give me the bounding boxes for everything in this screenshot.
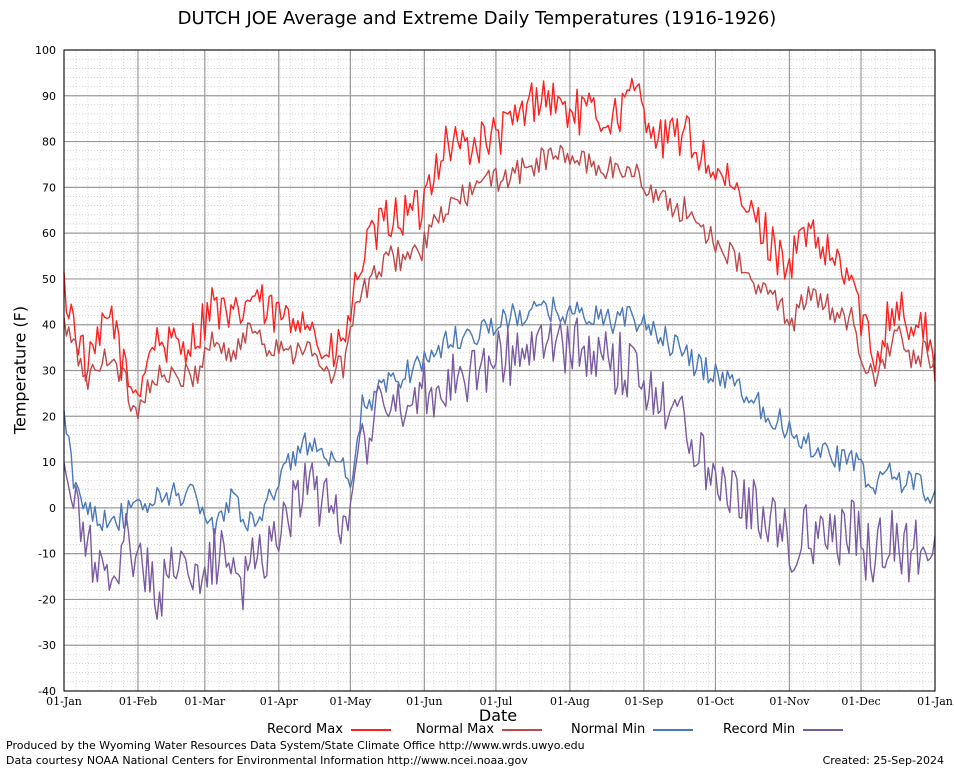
x-tick-label: 01-Aug <box>550 695 590 708</box>
series-line-normal-min <box>63 296 936 540</box>
legend-label: Normal Max <box>416 722 495 737</box>
y-tick-label: 100 <box>35 44 56 57</box>
x-tick-label: 01-Jan <box>46 695 82 708</box>
y-tick-label: 60 <box>42 227 56 240</box>
y-tick-label: 50 <box>42 273 56 286</box>
x-tick-label: 01-Jul <box>480 695 513 708</box>
legend-label: Normal Min <box>571 722 646 737</box>
footer-created: Created: 25-Sep-2024 <box>822 754 944 767</box>
legend-swatch <box>803 728 844 731</box>
x-tick-label: 01-May <box>329 695 372 708</box>
x-tick-label: 01-Apr <box>260 695 299 708</box>
legend-swatch <box>502 728 543 731</box>
y-tick-label: 40 <box>42 319 56 332</box>
x-tick-label: 01-Jan <box>917 695 953 708</box>
y-tick-label: 10 <box>42 456 56 469</box>
legend-record-max: Record Max <box>267 722 391 737</box>
series-layer <box>63 77 936 620</box>
series-line-normal-max <box>63 144 936 420</box>
minor-grid <box>63 50 936 691</box>
x-tick-label: 01-Feb <box>119 695 157 708</box>
x-tick-label: 01-Mar <box>184 695 226 708</box>
x-tick-label: 01-Dec <box>841 695 880 708</box>
footer-produced-by: Produced by the Wyoming Water Resources … <box>6 739 585 752</box>
x-tick-label: 01-Nov <box>769 695 810 708</box>
y-axis-label: Temperature (F) <box>10 305 30 435</box>
legend-record-min: Record Min <box>723 722 844 737</box>
y-tick-label: 20 <box>42 410 56 423</box>
legend-label: Record Max <box>267 722 343 737</box>
series-line-record-max <box>63 77 936 398</box>
y-tick-label: 0 <box>49 502 56 515</box>
x-axis-label: Date <box>478 706 518 725</box>
legend-normal-max: Normal Max <box>416 722 543 737</box>
x-axis-ticks: 01-Jan 01-Feb 01-Mar 01-Apr 01-May 01-Jun 01-J… <box>46 695 953 708</box>
y-tick-label: 70 <box>42 181 56 194</box>
y-tick-label: 90 <box>42 90 56 103</box>
x-tick-label: 01-Sep <box>624 695 663 708</box>
legend-swatch <box>653 728 694 731</box>
x-tick-label: 01-Jun <box>406 695 442 708</box>
legend-swatch <box>350 728 391 731</box>
legend-normal-min: Normal Min <box>571 722 694 737</box>
chart-title: DUTCH JOE Average and Extreme Daily Temp… <box>177 8 777 29</box>
legend-label: Record Min <box>723 722 796 737</box>
footer-data-courtesy: Data courtesy NOAA National Centers for … <box>6 754 528 767</box>
y-tick-label: 30 <box>42 365 56 378</box>
y-tick-label: -40 <box>38 685 56 698</box>
y-tick-label: -30 <box>38 639 56 652</box>
y-tick-label: -20 <box>38 593 56 606</box>
y-tick-label: -10 <box>38 548 56 561</box>
series-line-record-min <box>63 317 936 620</box>
y-tick-label: 80 <box>42 136 56 149</box>
x-tick-label: 01-Oct <box>697 695 735 708</box>
